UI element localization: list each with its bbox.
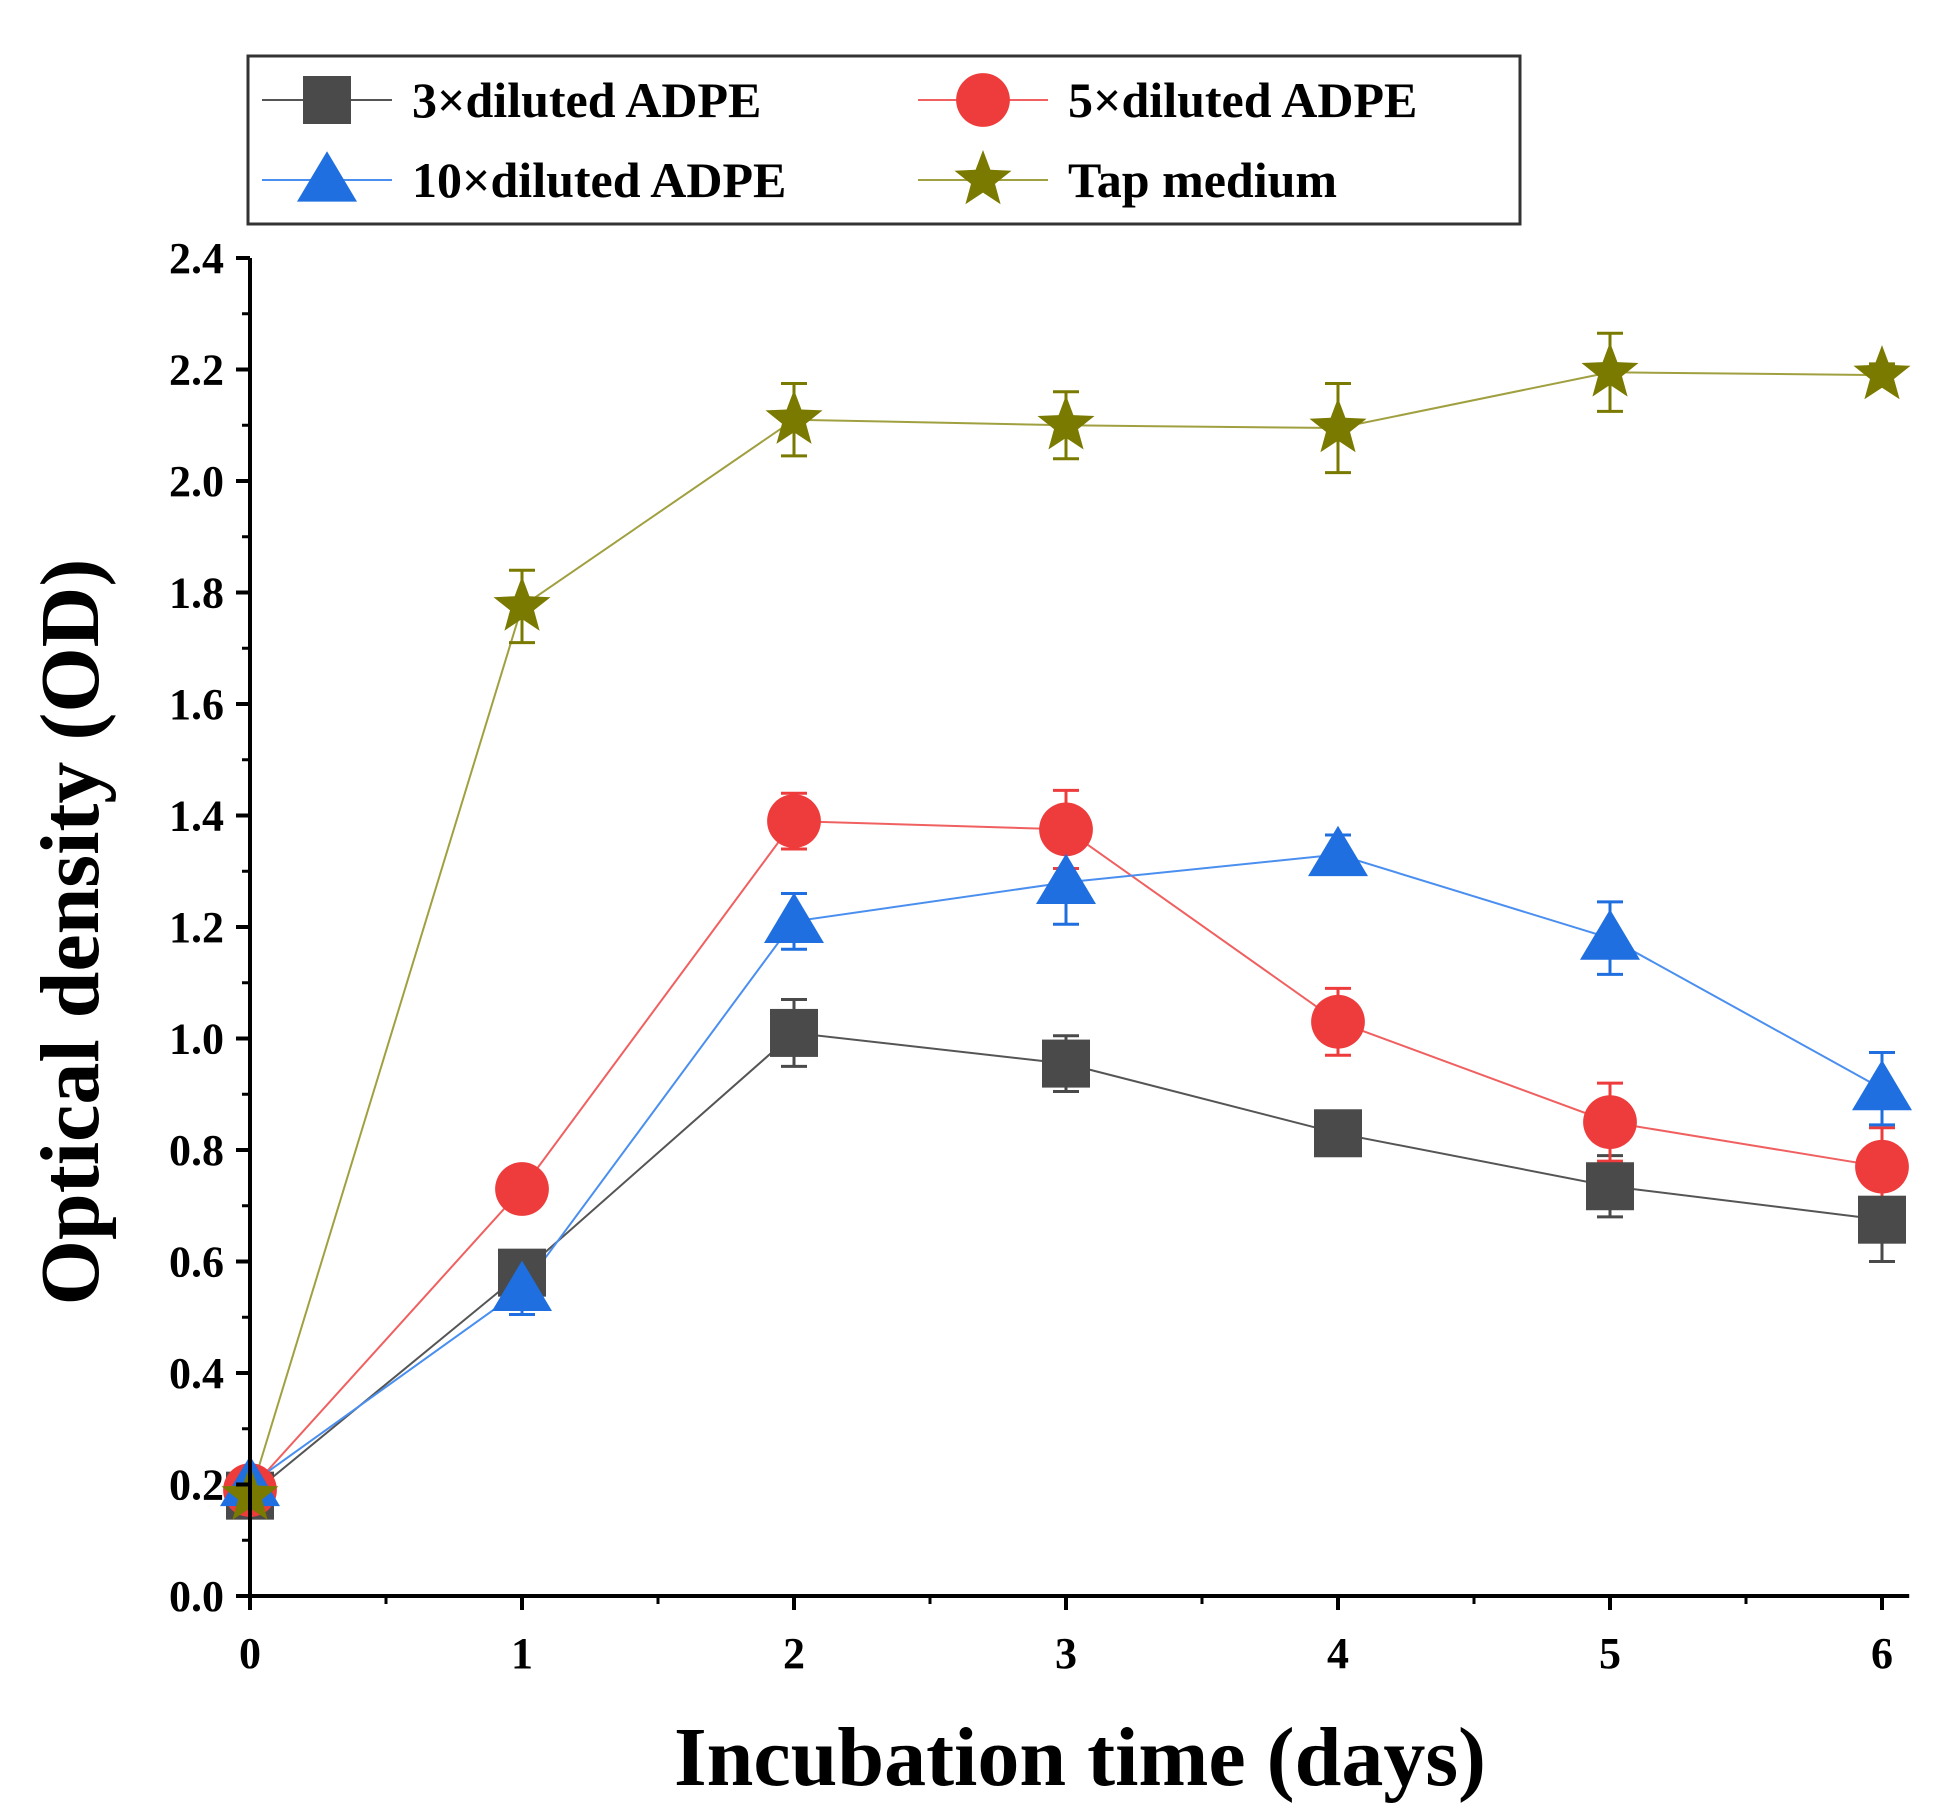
legend-marker-tap-medium: [954, 150, 1012, 205]
data-point-tap-medium: [1853, 345, 1911, 400]
x-tick-label: 4: [1327, 1629, 1349, 1678]
legend: 3×diluted ADPE 5×diluted ADPE 10×diluted A…: [246, 54, 1522, 226]
y-tick-label: 0.8: [169, 1126, 224, 1175]
x-tick-label: 5: [1599, 1629, 1621, 1678]
legend-item-3-diluted-adpe: 3×diluted ADPE: [262, 72, 761, 128]
legend-label-5-diluted-adpe: 5×diluted ADPE: [1068, 72, 1417, 128]
axes: 0.0 0.2 0.4 0.6 0.8 1.0 1.2 1.4 1.6 1.8 2.0 2.2 2.4 0…: [169, 234, 1910, 1678]
data-point-3-diluted-adpe: [1586, 1162, 1634, 1211]
y-tick-label: 2.0: [169, 457, 224, 506]
data-point-10-diluted-adpe: [764, 892, 824, 944]
series-line-3-diluted-adpe: [249, 1031, 1883, 1497]
data-point-5-diluted-adpe: [767, 794, 821, 848]
data-point-10-diluted-adpe: [1580, 909, 1640, 960]
series-line-tap-medium: [249, 371, 1883, 1496]
y-axis-title: Optical density (OD): [24, 559, 117, 1306]
data-point-5-diluted-adpe: [1311, 994, 1365, 1049]
x-tick-label: 3: [1055, 1629, 1077, 1678]
series-line-10-diluted-adpe: [249, 853, 1883, 1486]
legend-label-tap-medium: Tap medium: [1068, 152, 1337, 208]
plot-area: [220, 331, 1912, 1520]
data-point-10-diluted-adpe: [1036, 853, 1096, 904]
data-point-tap-medium: [765, 389, 823, 444]
data-point-5-diluted-adpe: [1583, 1095, 1637, 1150]
y-tick-label: 2.2: [169, 346, 224, 395]
legend-item-5-diluted-adpe: 5×diluted ADPE: [918, 72, 1417, 128]
data-point-10-diluted-adpe: [1852, 1059, 1912, 1111]
data-point-5-diluted-adpe: [1855, 1139, 1909, 1194]
data-point-tap-medium: [493, 576, 551, 631]
y-tick-label: 1.0: [169, 1015, 224, 1064]
y-tick-label: 2.4: [169, 234, 224, 283]
data-point-10-diluted-adpe: [1308, 825, 1368, 877]
legend-item-10-diluted-adpe: 10×diluted ADPE: [262, 151, 786, 208]
data-point-10-diluted-adpe: [492, 1260, 552, 1311]
data-point-5-diluted-adpe: [1039, 802, 1093, 857]
data-point-3-diluted-adpe: [770, 1008, 818, 1057]
y-tick-label: 1.4: [169, 792, 224, 841]
legend-label-3-diluted-adpe: 3×diluted ADPE: [412, 72, 761, 128]
x-tick-label: 2: [783, 1629, 805, 1678]
legend-marker-10-diluted-adpe: [297, 151, 357, 202]
y-tick-label: 1.6: [169, 680, 224, 729]
y-tick-label: 0.2: [169, 1461, 224, 1510]
x-tick-label: 6: [1871, 1629, 1893, 1678]
data-point-3-diluted-adpe: [1858, 1195, 1906, 1244]
data-point-tap-medium: [1037, 395, 1095, 450]
legend-item-tap-medium: Tap medium: [918, 150, 1337, 208]
y-tick-label: 1.8: [169, 569, 224, 618]
y-tick-label: 0.6: [169, 1238, 224, 1287]
legend-box: [246, 54, 1522, 226]
y-tick-label: 0.4: [169, 1349, 224, 1398]
x-tick-label: 0: [239, 1629, 261, 1678]
data-point-3-diluted-adpe: [1042, 1039, 1090, 1088]
legend-label-10-diluted-adpe: 10×diluted ADPE: [412, 152, 786, 208]
data-point-5-diluted-adpe: [495, 1162, 549, 1216]
x-tick-label: 1: [511, 1629, 533, 1678]
y-tick-label: 1.2: [169, 903, 224, 952]
data-point-tap-medium: [1309, 398, 1367, 453]
legend-marker-5-diluted-adpe: [956, 73, 1010, 127]
legend-marker-3-diluted-adpe: [303, 76, 351, 124]
data-point-tap-medium: [1581, 342, 1639, 397]
data-point-3-diluted-adpe: [1314, 1109, 1362, 1158]
y-tick-label: 0.0: [169, 1572, 224, 1621]
x-axis-title: Incubation time (days): [674, 1711, 1486, 1804]
